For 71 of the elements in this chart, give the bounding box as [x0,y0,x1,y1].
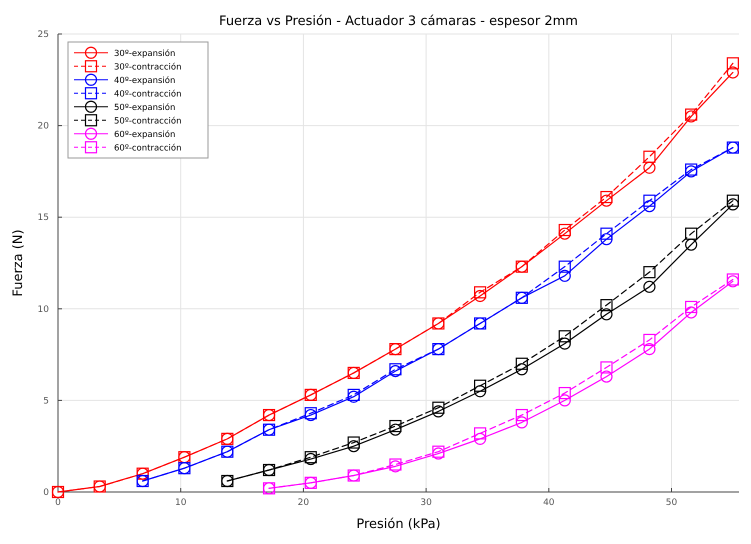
y-tick-label: 10 [38,304,50,315]
point [726,194,739,207]
x-tick-label: 20 [298,498,310,508]
point [726,198,739,210]
point [600,361,613,374]
point [643,343,656,356]
point [474,427,486,440]
point [558,270,571,282]
point [432,402,444,414]
point [600,308,613,320]
point [600,299,613,312]
point [516,416,528,428]
x-axis-title: Presión (kPa) [356,517,441,532]
x-tick-label: 40 [543,498,555,508]
y-tick-label: 25 [38,30,49,40]
point [389,424,402,436]
y-tick-label: 15 [38,213,49,224]
point [558,260,571,273]
y-tick-label: 0 [43,488,50,498]
point [558,224,571,236]
legend-label: 30º-contracción [114,62,182,72]
legend-label: 40º-expansión [114,76,176,86]
y-axis-title: Fuerza (N) [11,229,26,297]
point [643,280,656,293]
point [558,386,571,400]
y-tick-label: 20 [38,122,50,132]
point [516,363,528,376]
point [643,194,656,207]
point [600,233,613,246]
point [685,306,698,319]
legend-label: 40º-contracción [114,89,182,100]
point [600,194,613,207]
point [474,432,486,445]
chart-title: Fuerza vs Presión - Actuador 3 cámaras - espesor 2mm [219,14,578,29]
legend-label: 60º-contracción [114,143,182,154]
x-tick-label: 0 [55,498,62,508]
point [643,266,656,278]
point [474,290,486,302]
point [726,66,739,79]
point [643,162,656,174]
point [643,150,656,163]
point [643,334,656,346]
point [348,436,360,449]
legend-label: 50º-expansión [114,102,176,113]
point [558,228,571,240]
y-tick-label: 5 [43,396,49,406]
legend-label: 30º-expansión [114,48,176,59]
point [516,358,528,370]
point [726,57,739,70]
point [348,440,360,452]
point [643,200,656,212]
point [600,190,613,204]
point [685,238,698,251]
point [432,405,444,418]
point [389,420,402,432]
x-tick-label: 10 [174,498,187,508]
point [516,408,528,422]
point [474,286,486,298]
point [685,300,698,314]
point [600,370,613,383]
point [558,394,571,406]
x-tick-label: 30 [420,498,432,508]
point [558,338,571,350]
point [474,385,486,398]
x-tick-label: 50 [666,498,678,508]
point [600,228,613,240]
point [685,228,698,240]
point [558,330,571,342]
legend-label: 60º-expansión [114,130,176,140]
legend-label: 50º-contracción [114,116,182,126]
point [474,380,486,392]
